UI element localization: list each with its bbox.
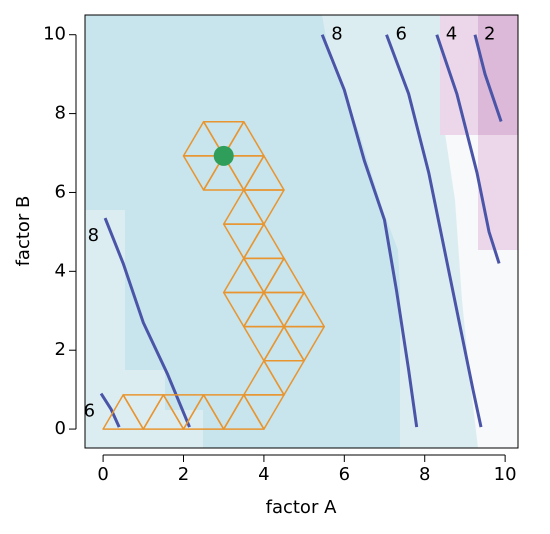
region-medium — [85, 15, 400, 448]
optimum-point — [213, 145, 234, 166]
y-tick-label: 4 — [55, 260, 66, 281]
contour-line — [473, 34, 503, 122]
simplex-triangle — [162, 394, 205, 430]
x-axis-label: factor A — [266, 497, 337, 518]
simplex-triangle — [122, 394, 165, 430]
x-tick-label: 8 — [419, 464, 430, 485]
region-pink-dark — [478, 15, 518, 135]
simplex-triangle — [202, 120, 245, 157]
x-tick-label: 6 — [339, 464, 350, 485]
y-tick-label: 10 — [43, 24, 66, 45]
y-tick-label: 6 — [55, 181, 66, 202]
contour-label: 8 — [331, 24, 342, 45]
contour-line — [385, 34, 483, 428]
contour-line — [435, 34, 501, 264]
contour-line — [103, 217, 191, 428]
x-tick-label: 0 — [97, 464, 108, 485]
contour-label: 6 — [396, 24, 407, 45]
x-tick-label: 2 — [178, 464, 189, 485]
simplex-triangle — [202, 394, 245, 430]
contour-line — [320, 34, 419, 428]
y-tick-label: 0 — [55, 418, 66, 439]
plot-frame — [84, 14, 519, 449]
x-tick-label: 4 — [258, 464, 269, 485]
contour-label: 8 — [88, 225, 99, 246]
y-tick-label: 2 — [55, 339, 66, 360]
x-tick-label: 10 — [494, 464, 517, 485]
y-tick-label: 8 — [55, 103, 66, 124]
y-axis-label: factor B — [13, 196, 34, 267]
contour-label: 2 — [484, 24, 495, 45]
contour-label: 6 — [84, 401, 95, 422]
contour-line — [99, 392, 121, 428]
contour-label: 4 — [446, 24, 457, 45]
